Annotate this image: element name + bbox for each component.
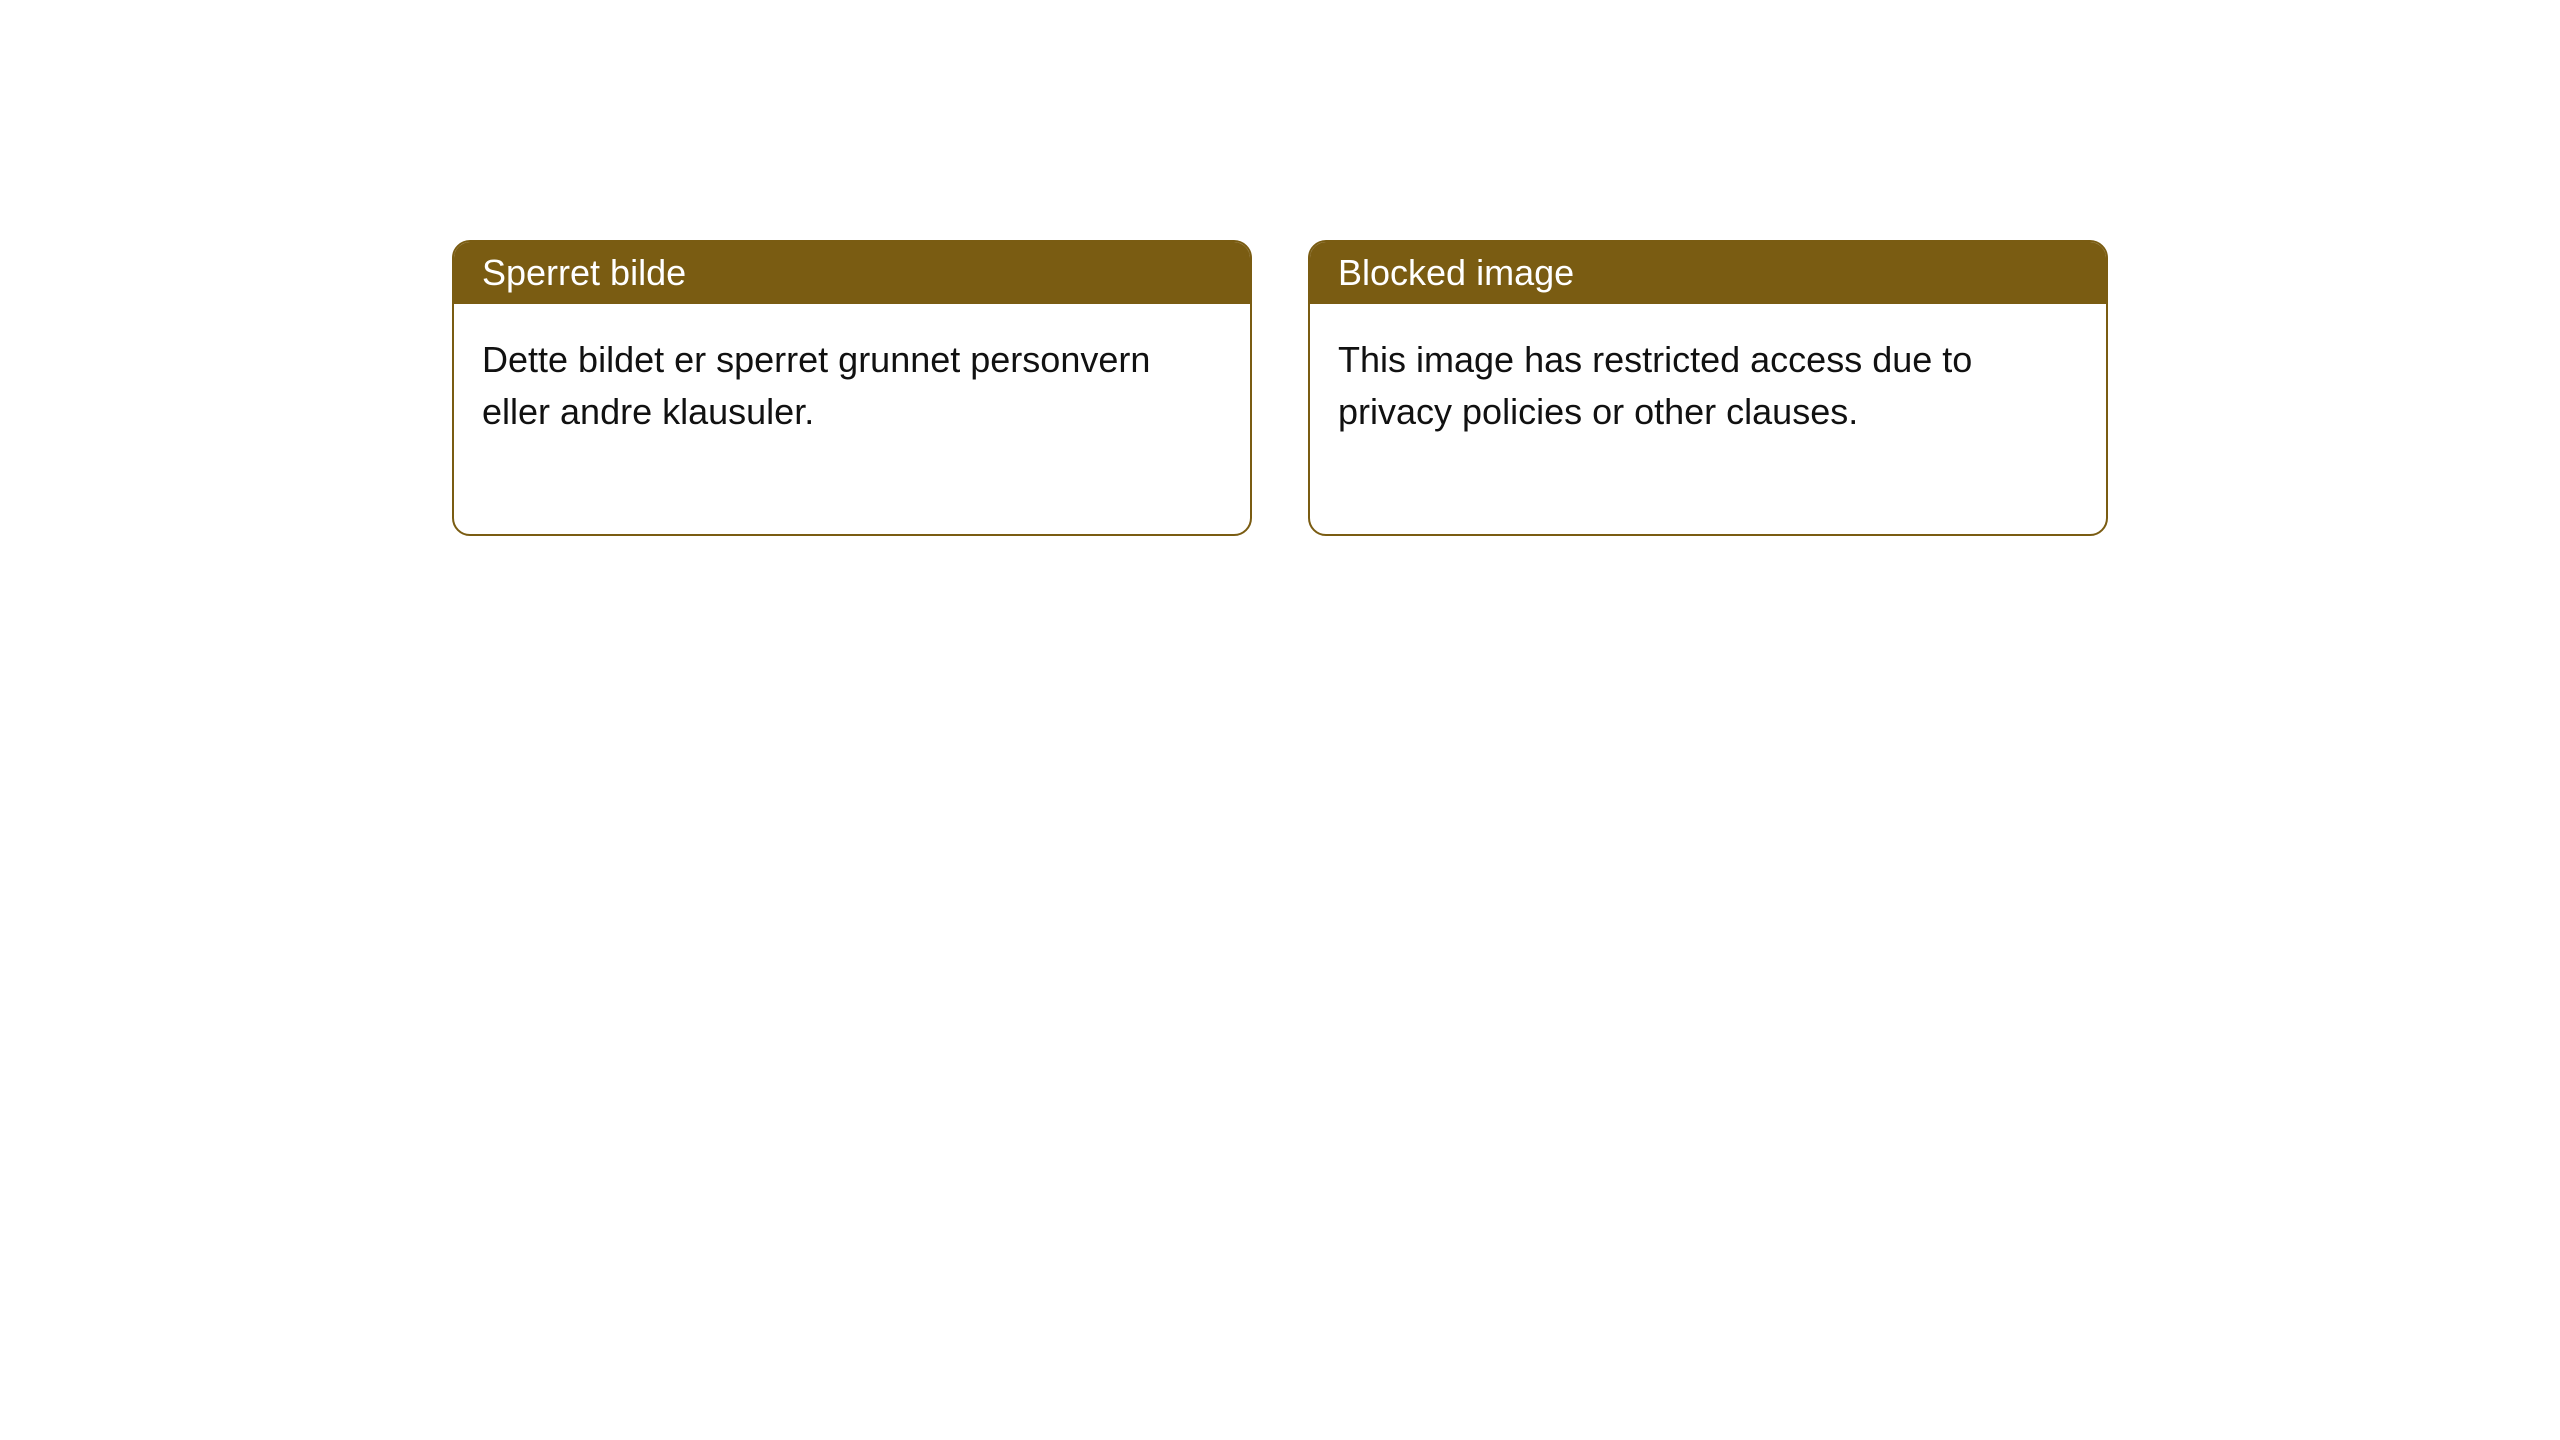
notice-body-norwegian: Dette bildet er sperret grunnet personve… bbox=[454, 304, 1250, 534]
notice-container: Sperret bilde Dette bildet er sperret gr… bbox=[452, 240, 2108, 536]
notice-title-norwegian: Sperret bilde bbox=[454, 242, 1250, 304]
notice-body-english: This image has restricted access due to … bbox=[1310, 304, 2106, 534]
notice-card-norwegian: Sperret bilde Dette bildet er sperret gr… bbox=[452, 240, 1252, 536]
notice-title-english: Blocked image bbox=[1310, 242, 2106, 304]
notice-card-english: Blocked image This image has restricted … bbox=[1308, 240, 2108, 536]
